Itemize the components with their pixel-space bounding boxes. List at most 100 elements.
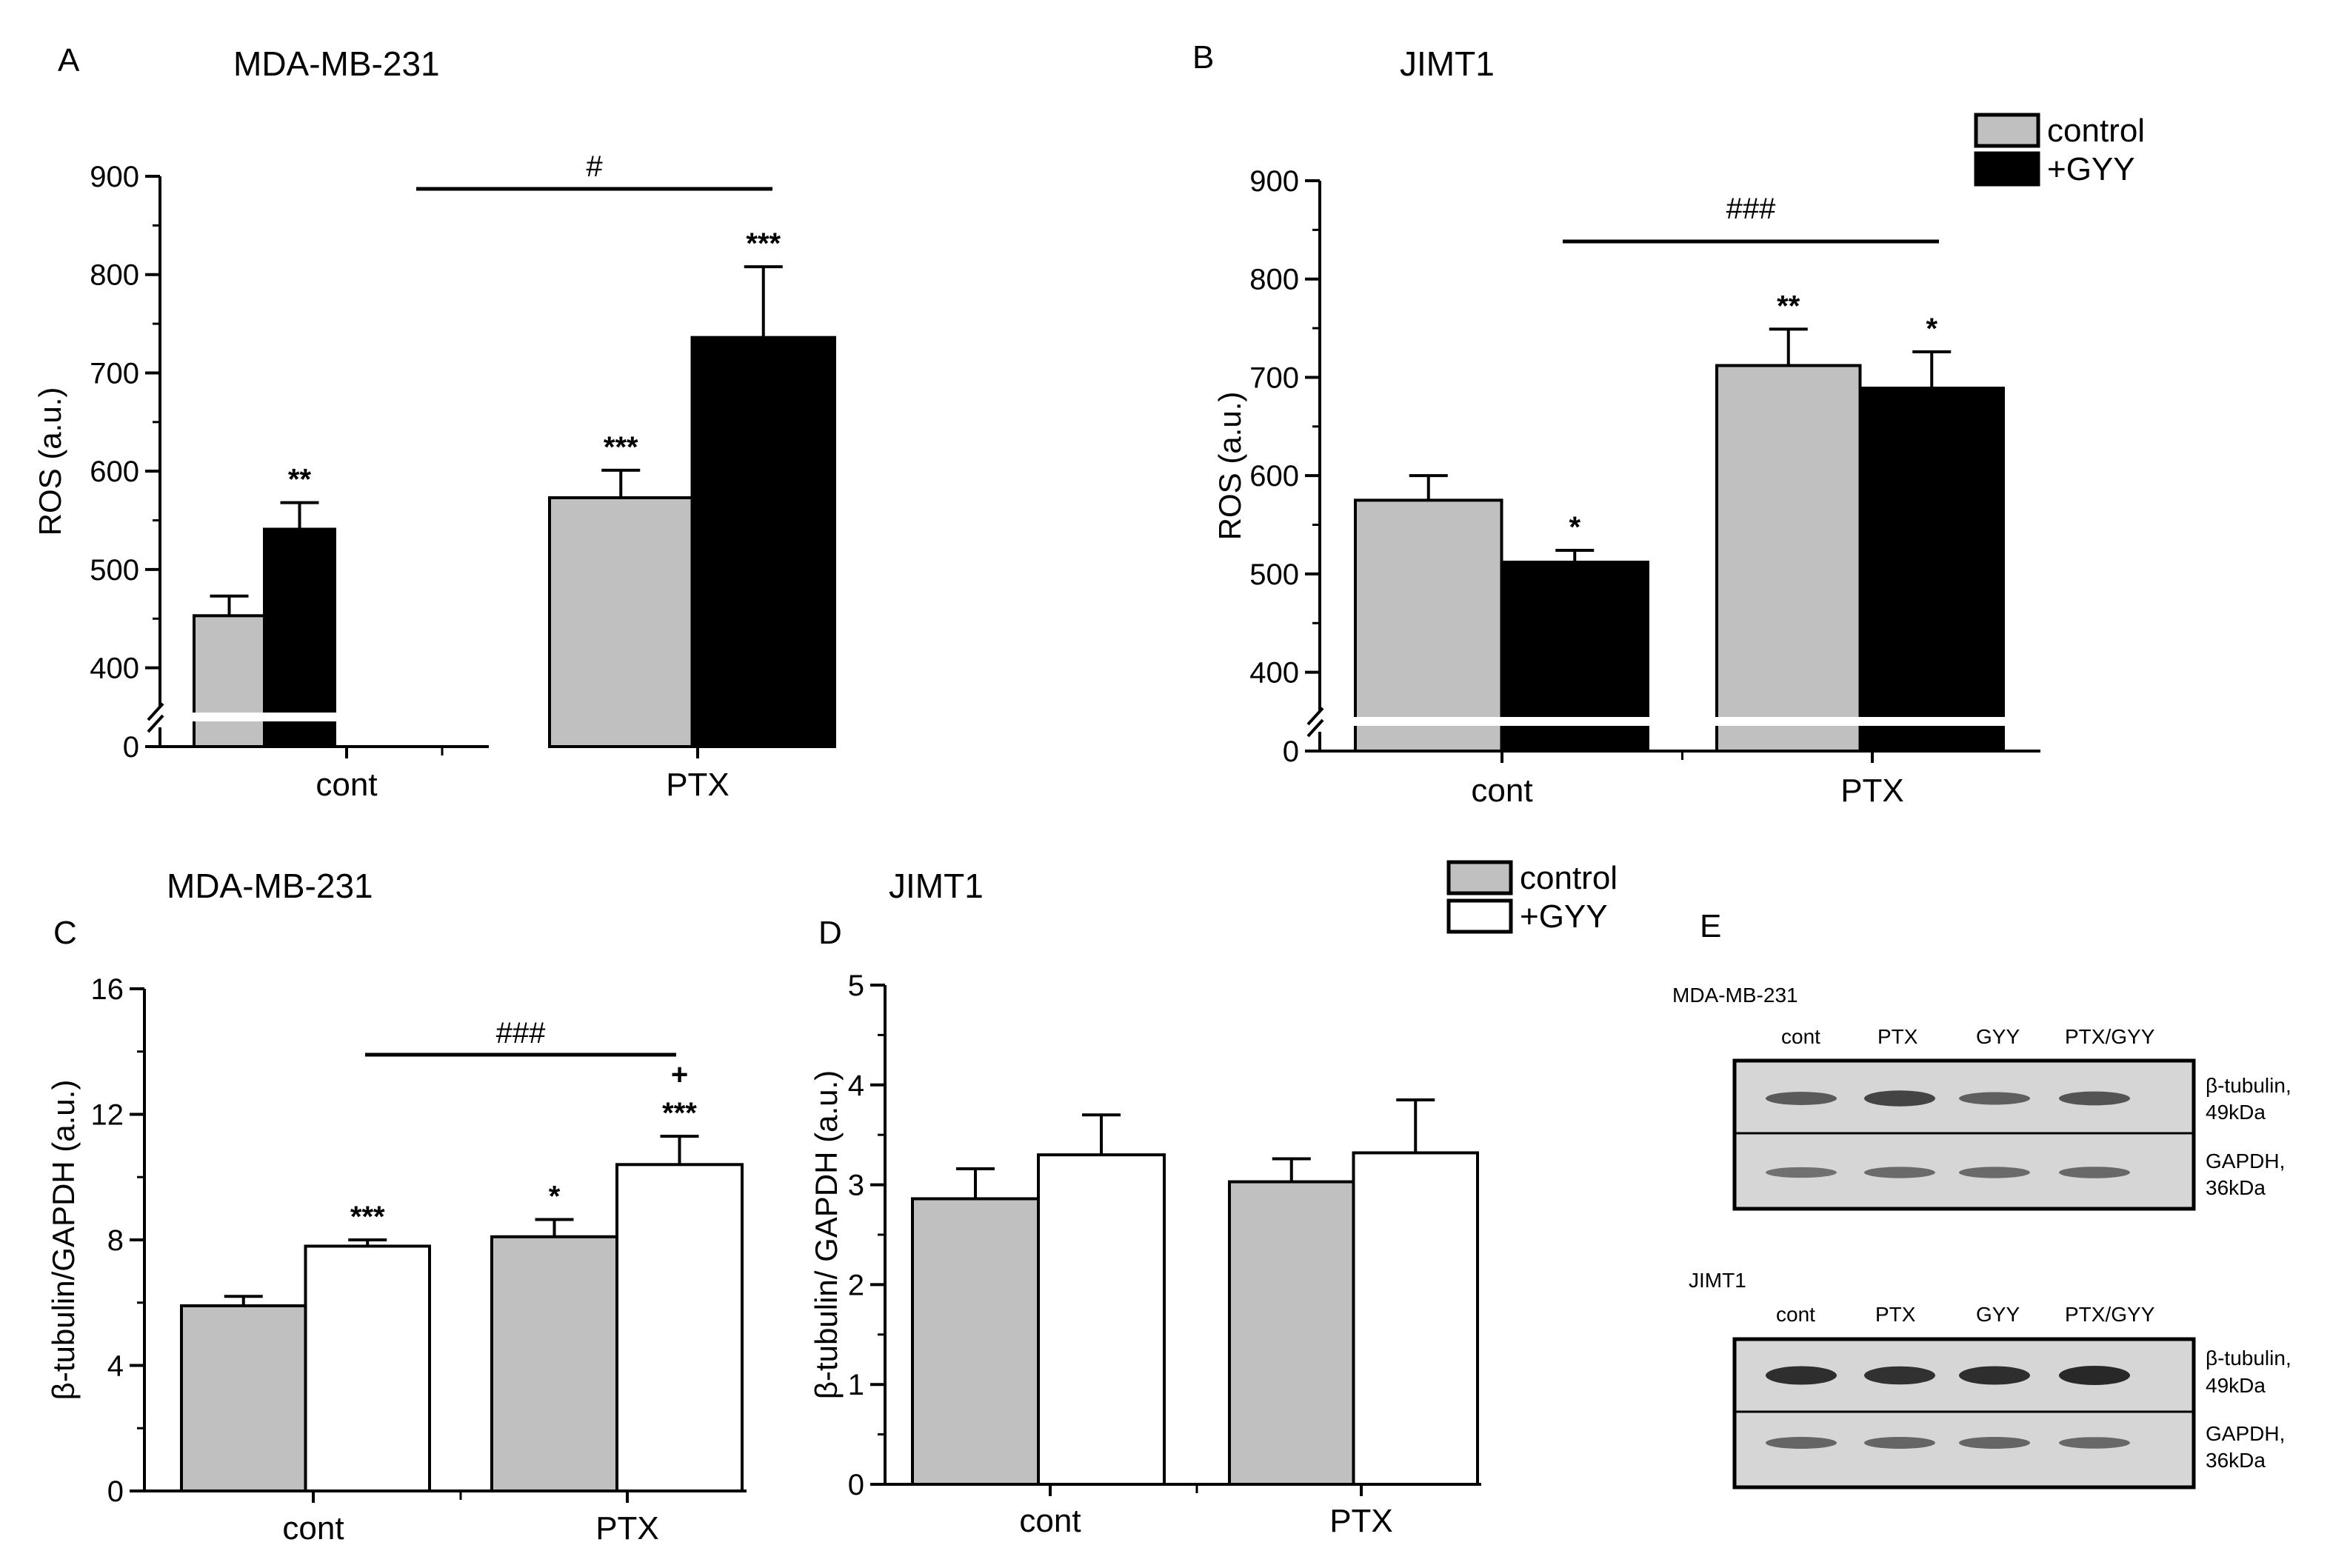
significance-mark: ***: [662, 1097, 697, 1130]
significance-mark: ***: [604, 431, 638, 464]
panel-label: C: [53, 915, 77, 951]
band-protein-label: β-tubulin,: [2206, 1347, 2291, 1370]
chart-title: JIMT1: [889, 867, 984, 905]
legend-swatch-control: [1974, 113, 2040, 148]
y-tick-label: 12: [91, 1099, 124, 1132]
axis-break-slash: [1306, 707, 1324, 726]
y-tick-label: 700: [90, 357, 139, 390]
lane-label: PTX: [1875, 1303, 1916, 1326]
blot-band: [1959, 1092, 2030, 1105]
lane-label: PTX/GYY: [2065, 1025, 2155, 1048]
x-tick-label: cont: [1471, 773, 1532, 809]
significance-label: ###: [1726, 193, 1776, 225]
significance-mark: ***: [350, 1201, 385, 1233]
blot-band: [1766, 1167, 1837, 1178]
y-tick-label: 3: [848, 1170, 864, 1202]
chart-title: JIMT1: [1400, 44, 1495, 83]
significance-mark: ***: [746, 227, 781, 260]
blot-bands: [1766, 1366, 2130, 1449]
y-axis-label: ROS (a.u.): [1212, 392, 1247, 541]
blot-band: [1864, 1167, 1935, 1178]
legend-swatch-gyy: [1446, 898, 1513, 934]
plus-mark: +: [671, 1058, 688, 1091]
significance-label: #: [586, 150, 603, 183]
blot-band: [1864, 1090, 1935, 1107]
blot-band: [1766, 1436, 1837, 1449]
y-tick-label: 16: [91, 973, 124, 1006]
band-protein-label: β-tubulin,: [2206, 1074, 2291, 1097]
y-axis-label: ROS (a.u.): [33, 387, 67, 536]
legend-label: control: [1520, 860, 1618, 896]
significance-mark: **: [288, 464, 312, 496]
blot-cell-line: MDA-MB-231: [1672, 984, 1798, 1007]
x-tick-label: cont: [282, 1510, 344, 1547]
blot-band: [1959, 1167, 2030, 1178]
chart-panel-a: A MDA-MB-231********0400500600700800900co…: [33, 42, 836, 803]
panel-e-western-blots: E MDA-MB-231 cont PTX GYY PTX/GYY β-tubu…: [1672, 908, 2291, 1489]
x-tick-label: PTX: [1840, 773, 1904, 809]
band-size-label: 36kDa: [2206, 1176, 2266, 1199]
legend-label: control: [2047, 113, 2145, 149]
lane-label: GYY: [1976, 1025, 2020, 1048]
blot-frame: [1732, 1337, 2196, 1489]
x-tick-label: PTX: [595, 1510, 659, 1547]
blot-band: [2059, 1437, 2130, 1449]
bar-PTX-control: [1228, 1180, 1355, 1487]
blot-cell-line: JIMT1: [1689, 1269, 1746, 1292]
legend-label: +GYY: [1520, 898, 1608, 935]
y-tick-label: 400: [90, 653, 139, 685]
blot-band: [1766, 1366, 1837, 1385]
bar-cont-gyy: [1037, 1153, 1166, 1487]
bar-PTX-control: [490, 1235, 618, 1492]
bar-PTX-gyy: [690, 336, 836, 748]
lane-label: cont: [1781, 1025, 1820, 1048]
y-tick-label: 800: [90, 259, 139, 292]
y-axis-label: β-tubulin/ GAPDH (a.u.): [809, 1070, 844, 1399]
band-protein-label: GAPDH,: [2206, 1150, 2285, 1172]
blot-band: [2059, 1091, 2130, 1106]
significance-label: ###: [496, 1017, 546, 1050]
x-tick-label: PTX: [1329, 1503, 1393, 1539]
y-tick-label: 0: [1283, 735, 1299, 768]
bar-cont-control: [1354, 498, 1503, 753]
significance-mark: **: [1777, 290, 1800, 322]
lane-label: PTX/GYY: [2065, 1303, 2155, 1326]
bar-PTX-gyy: [1858, 387, 2005, 753]
lane-label: PTX: [1877, 1025, 1918, 1048]
blot-band: [1959, 1436, 2030, 1449]
y-tick-label: 900: [1249, 165, 1299, 198]
band-size-label: 49kDa: [2206, 1101, 2266, 1124]
legend-swatch-gyy: [1974, 151, 2040, 187]
chart-title: MDA-MB-231: [167, 867, 373, 905]
axis-break-slash: [147, 714, 164, 733]
x-tick-label: cont: [316, 767, 377, 803]
panel-label-e: E: [1700, 908, 1721, 944]
band-protein-label: GAPDH,: [2206, 1422, 2285, 1445]
bar-cont-control: [911, 1197, 1040, 1487]
blot-frame: [1732, 1058, 2196, 1211]
blot-band: [1864, 1366, 1935, 1385]
axis-break-gap: [167, 713, 496, 721]
panel-label: D: [818, 915, 842, 951]
bar-PTX-control: [1715, 364, 1862, 753]
y-tick-label: 5: [848, 970, 864, 1002]
legend-swatch-control: [1446, 860, 1513, 895]
y-tick-label: 0: [107, 1475, 124, 1508]
y-tick-label: 400: [1249, 657, 1299, 690]
bar-PTX-gyy: [1352, 1151, 1479, 1486]
blot-bands: [1766, 1090, 2130, 1178]
y-tick-label: 1: [848, 1369, 864, 1401]
y-tick-label: 0: [123, 731, 139, 764]
bar-PTX-control: [548, 496, 694, 748]
significance-mark: *: [1569, 511, 1580, 544]
x-tick-label: PTX: [666, 767, 730, 803]
y-tick-label: 700: [1249, 361, 1299, 394]
bar-cont-gyy: [263, 527, 336, 748]
axis-break-slash: [147, 702, 164, 721]
significance-mark: *: [1926, 313, 1937, 345]
blot-band: [2059, 1167, 2130, 1178]
panel-label: B: [1192, 39, 1214, 76]
chart-panel-d: D JIMT1 0 1 2 3 4 5 cont PTX β-tubulin/ GAPDH (a.u…: [809, 867, 1481, 1539]
